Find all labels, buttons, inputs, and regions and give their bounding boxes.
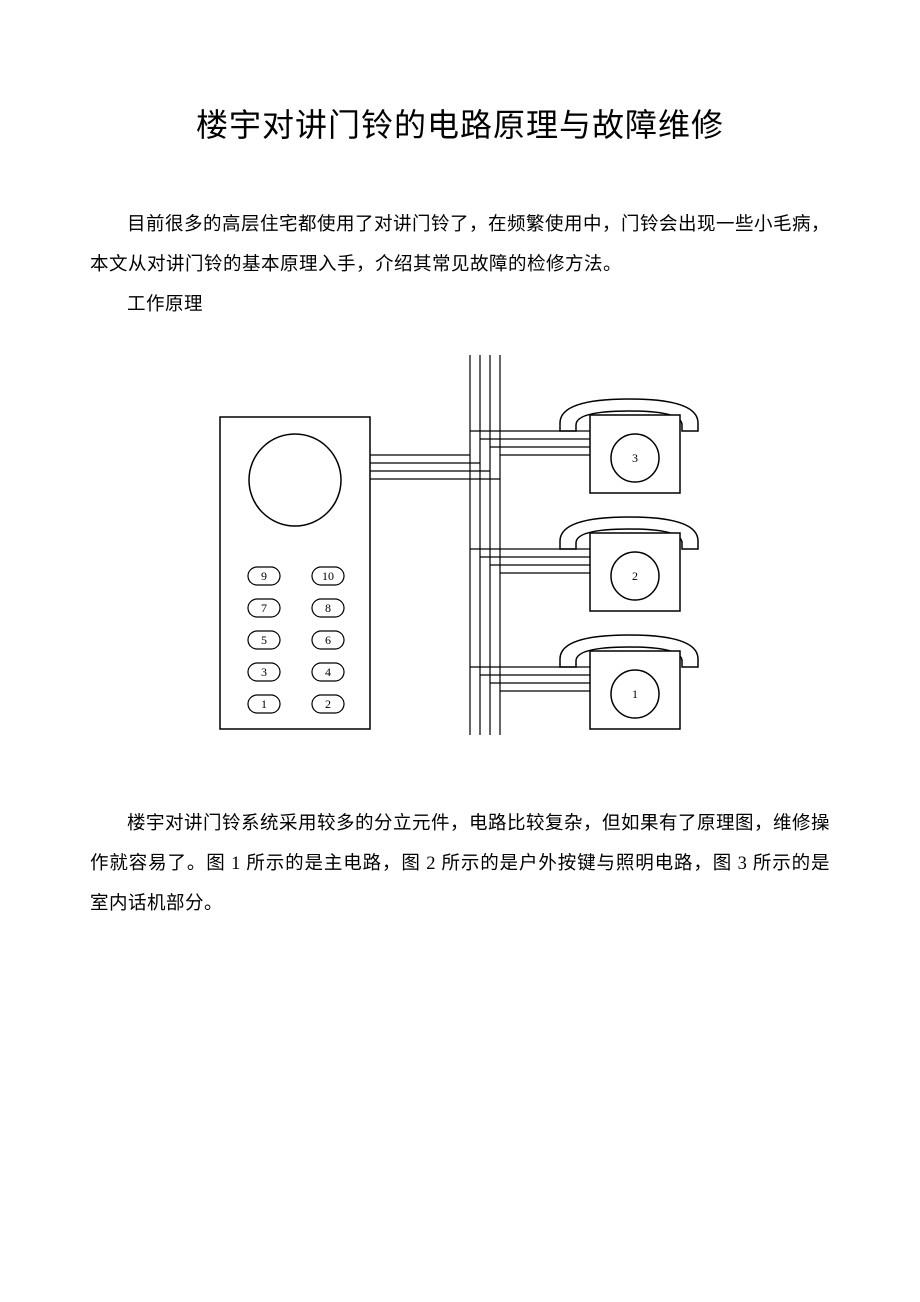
svg-text:5: 5 [261,633,267,647]
system-diagram: 9 10 7 8 5 6 3 4 1 2 3 2 1 [90,355,830,745]
svg-text:1: 1 [261,697,267,711]
svg-text:3: 3 [632,451,638,465]
body-paragraph: 楼宇对讲门铃系统采用较多的分立元件，电路比较复杂，但如果有了原理图，维修操作就容… [90,805,830,924]
svg-text:8: 8 [325,601,331,615]
svg-text:9: 9 [261,569,267,583]
document-title: 楼宇对讲门铃的电路原理与故障维修 [90,100,830,146]
svg-text:2: 2 [325,697,331,711]
svg-text:10: 10 [322,569,334,583]
svg-text:4: 4 [325,665,331,679]
svg-text:2: 2 [632,569,638,583]
section-label: 工作原理 [90,286,830,326]
svg-text:6: 6 [325,633,331,647]
diagram-svg: 9 10 7 8 5 6 3 4 1 2 3 2 1 [200,355,720,745]
svg-text:3: 3 [261,665,267,679]
svg-text:1: 1 [632,687,638,701]
intro-paragraph: 目前很多的高层住宅都使用了对讲门铃了，在频繁使用中，门铃会出现一些小毛病，本文从… [90,206,830,286]
svg-text:7: 7 [261,601,267,615]
